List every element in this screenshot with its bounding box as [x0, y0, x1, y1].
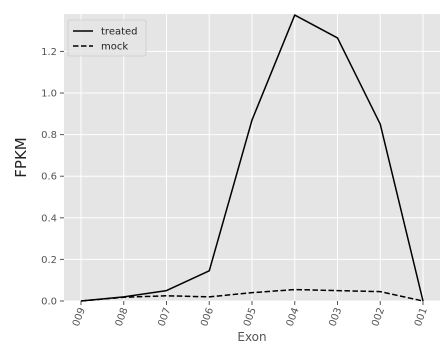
y-tick-label: 0.4	[41, 213, 57, 224]
legend-label-mock: mock	[101, 42, 128, 53]
x-tick-label: 007	[156, 306, 173, 328]
y-tick-label: 0.8	[41, 130, 57, 141]
x-tick-label: 009	[71, 306, 88, 328]
x-tick-labels: 009 008 007 006 005 004 003 002 001	[71, 301, 430, 328]
x-tick-label: 008	[114, 306, 131, 328]
x-tick-label: 002	[370, 306, 387, 328]
y-tick-label: 1.2	[41, 47, 57, 58]
y-tick-labels: 0.0 0.2 0.4 0.6 0.8 1.0 1.2	[41, 47, 64, 308]
y-tick-label: 0.6	[41, 172, 57, 183]
series-line-treated	[80, 14, 424, 302]
legend-box	[67, 19, 147, 57]
series-lines	[80, 14, 424, 302]
y-tick-label: 0.0	[41, 297, 57, 308]
series-line-mock	[80, 288, 424, 302]
x-tick-label: 001	[413, 306, 430, 328]
x-tick-label: 006	[199, 306, 216, 328]
legend: treated mock	[67, 19, 147, 57]
y-tick-label: 1.0	[41, 89, 57, 100]
x-tick-label: 003	[327, 306, 344, 328]
x-tick-label: 005	[242, 306, 259, 328]
y-axis-label: FPKM	[12, 137, 30, 177]
x-axis-label: Exon	[237, 330, 266, 344]
x-tick-label: 004	[285, 306, 302, 328]
legend-label-treated: treated	[101, 27, 138, 38]
y-tick-label: 0.2	[41, 255, 57, 266]
grid-lines	[64, 14, 440, 302]
